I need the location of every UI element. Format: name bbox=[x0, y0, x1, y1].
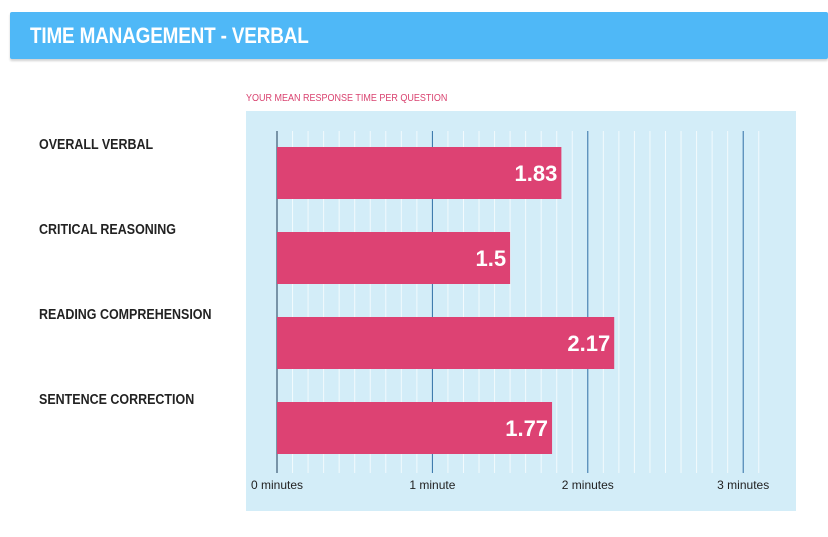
bar-1 bbox=[277, 232, 511, 284]
category-label-sentence-correction: SENTENCE CORRECTION bbox=[39, 392, 195, 408]
x-tick-label-0: 0 minutes bbox=[251, 478, 303, 492]
bar-value-label-2: 2.17 bbox=[567, 331, 610, 356]
chart-title: YOUR MEAN RESPONSE TIME PER QUESTION bbox=[246, 93, 448, 104]
category-label-reading-comprehension: READING COMPREHENSION bbox=[39, 307, 212, 323]
page-title: TIME MANAGEMENT - VERBAL bbox=[30, 23, 309, 48]
bar-3 bbox=[277, 402, 553, 454]
header-bar: TIME MANAGEMENT - VERBAL bbox=[10, 12, 828, 59]
bar-value-label-3: 1.77 bbox=[505, 416, 548, 441]
x-tick-label-3: 3 minutes bbox=[717, 478, 769, 492]
bar-0 bbox=[277, 147, 562, 199]
bar-2 bbox=[277, 317, 615, 369]
category-label-critical-reasoning: CRITICAL REASONING bbox=[39, 222, 176, 238]
category-label-overall-verbal: OVERALL VERBAL bbox=[39, 137, 154, 153]
x-tick-label-1: 1 minute bbox=[409, 478, 455, 492]
x-tick-label-2: 2 minutes bbox=[562, 478, 614, 492]
bar-value-label-1: 1.5 bbox=[476, 246, 507, 271]
bar-value-label-0: 1.83 bbox=[515, 161, 558, 186]
